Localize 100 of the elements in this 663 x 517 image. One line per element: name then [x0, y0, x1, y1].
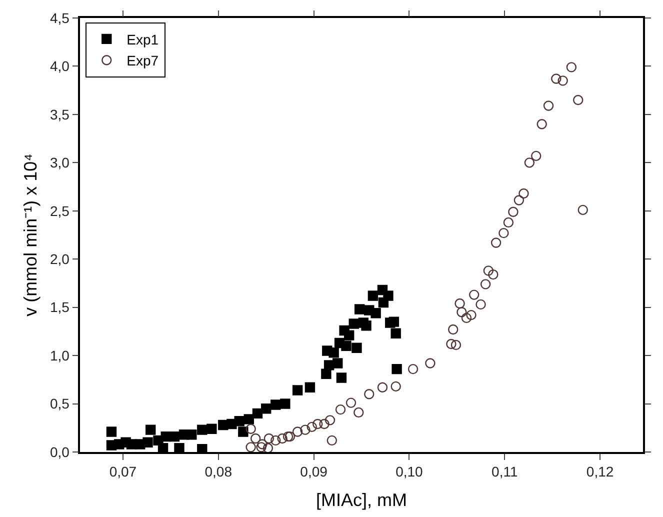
point [466, 310, 476, 320]
point [332, 358, 343, 368]
point [326, 435, 338, 446]
point [106, 426, 117, 437]
point [370, 308, 381, 318]
point [450, 340, 462, 350]
point [524, 158, 535, 168]
point [456, 307, 467, 318]
point [364, 389, 374, 400]
point [531, 150, 542, 162]
point [490, 238, 502, 248]
point [558, 76, 568, 86]
point [344, 330, 354, 340]
point [158, 443, 168, 452]
point [306, 422, 317, 432]
point [186, 430, 197, 440]
point [292, 426, 303, 437]
x-tick-label: 0,09 [300, 464, 328, 480]
y-tick-label: 0,0 [50, 444, 70, 460]
point [304, 382, 316, 392]
point [551, 74, 562, 84]
point [280, 398, 290, 409]
point [238, 426, 248, 437]
point [260, 404, 272, 414]
y-axis-title: v (mmol min⁻¹) x 10⁴ [20, 154, 41, 316]
point [174, 443, 184, 452]
point [361, 320, 372, 331]
point [354, 304, 365, 314]
point [250, 433, 261, 444]
x-tick-label: 0,07 [109, 464, 137, 480]
point [336, 372, 347, 383]
point [354, 407, 364, 418]
point [256, 442, 266, 452]
y-tick-label: 4,5 [50, 10, 70, 26]
y-tick-label: 2,5 [50, 202, 70, 219]
point [146, 424, 156, 435]
point [206, 424, 217, 434]
point [480, 279, 491, 290]
point [514, 195, 524, 206]
point [246, 424, 256, 434]
point [319, 418, 330, 430]
point [498, 228, 509, 238]
point [292, 385, 303, 396]
point [234, 416, 244, 426]
point [346, 398, 356, 408]
point [312, 418, 323, 430]
point [257, 439, 268, 450]
point [197, 444, 208, 452]
y-tick-label: 1,5 [50, 299, 70, 316]
point [483, 266, 494, 276]
point [390, 381, 401, 392]
legend-label: Exp1 [126, 31, 159, 48]
point [348, 318, 359, 329]
point [543, 100, 554, 111]
point [142, 437, 153, 448]
y-tick-label: 3,0 [50, 154, 70, 171]
point [566, 62, 577, 72]
point [197, 424, 208, 435]
point [377, 382, 388, 392]
point [518, 188, 529, 199]
point [335, 404, 346, 415]
point [469, 290, 480, 300]
point [488, 269, 498, 280]
point [536, 118, 547, 130]
point [324, 415, 336, 426]
point [328, 348, 339, 358]
point [252, 408, 263, 419]
point [503, 217, 514, 228]
point [368, 290, 378, 301]
y-tick-label: 0,5 [50, 396, 70, 412]
point [448, 324, 458, 335]
legend-label: Exp7 [126, 52, 159, 69]
point [324, 360, 334, 370]
y-tick-label: 1,0 [50, 347, 70, 364]
x-tick-label: 0,10 [396, 464, 424, 480]
point [321, 368, 332, 379]
point [390, 328, 401, 338]
point [244, 414, 254, 424]
x-tick-label: 0,11 [492, 464, 518, 480]
point [461, 312, 472, 324]
point [408, 364, 418, 374]
point [352, 342, 362, 353]
point [578, 204, 588, 216]
x-axis-title: [MIAc], mM [316, 490, 407, 510]
point [454, 298, 465, 309]
x-tick-label: 0,12 [586, 464, 614, 480]
point [425, 358, 436, 368]
point [388, 316, 400, 327]
y-tick-label: 2,0 [50, 251, 70, 268]
point [383, 290, 394, 301]
point [508, 206, 518, 217]
point [270, 400, 281, 410]
point [300, 424, 310, 435]
point [476, 299, 486, 310]
y-tick-label: 4,0 [50, 58, 70, 74]
point [446, 338, 456, 350]
point [169, 431, 180, 442]
point [341, 340, 352, 352]
point [392, 364, 402, 374]
point [262, 443, 274, 452]
